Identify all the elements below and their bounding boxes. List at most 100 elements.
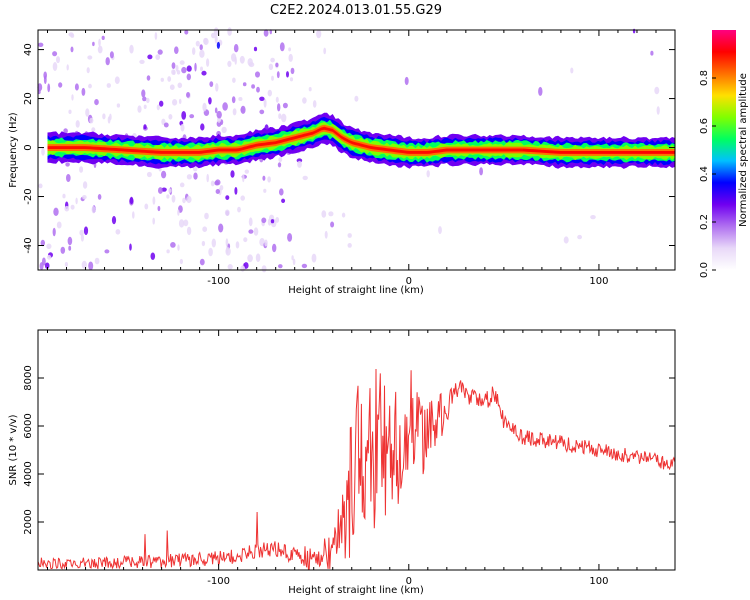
noise-speckle (157, 205, 161, 212)
spectrogram-frame (37, 29, 676, 271)
noise-speckle (259, 96, 265, 102)
noise-speckle (179, 258, 183, 265)
noise-speckle (166, 249, 170, 254)
noise-speckle (52, 51, 58, 57)
noise-speckle (286, 71, 289, 78)
noise-speckle (204, 212, 209, 220)
noise-speckle (479, 167, 483, 176)
noise-speckle (263, 98, 267, 108)
noise-speckle (65, 162, 70, 167)
noise-speckle (312, 100, 317, 108)
noise-speckle (82, 195, 87, 200)
noise-speckle (275, 96, 279, 103)
x-tick-label: 0 (406, 576, 412, 587)
noise-speckle (186, 174, 192, 180)
snr-axes: -100 0 100 2000 4000 6000 8000 (23, 330, 676, 587)
noise-speckle (58, 82, 63, 88)
noise-speckle (71, 94, 74, 101)
noise-speckle (263, 188, 267, 193)
noise-speckle (270, 57, 275, 63)
noise-speckle (218, 223, 224, 233)
noise-speckle (82, 181, 88, 189)
noise-speckle (152, 217, 155, 225)
noise-speckle (104, 249, 110, 254)
noise-speckle (277, 103, 281, 112)
noise-speckle (179, 182, 185, 188)
noise-speckle (202, 226, 208, 232)
noise-speckle (577, 234, 582, 240)
noise-speckle (111, 216, 117, 225)
noise-speckle (40, 239, 45, 247)
noise-speckle (137, 105, 142, 113)
noise-speckle (275, 217, 280, 223)
ridge-core (522, 148, 675, 154)
noise-speckle (64, 262, 68, 267)
noise-speckle (94, 99, 99, 106)
noise-speckle (91, 205, 96, 214)
noise-speckle (143, 104, 147, 110)
noise-speckle (114, 76, 120, 84)
y-tick-label: 2000 (23, 509, 34, 534)
noise-speckle (224, 209, 230, 216)
noise-speckle (182, 197, 186, 204)
noise-speckle (216, 110, 222, 119)
colorbar-tick-label: 0.8 (699, 70, 710, 86)
noise-speckle (291, 255, 294, 261)
noise-speckle (102, 113, 106, 120)
noise-speckle (215, 189, 220, 194)
noise-speckle (139, 59, 145, 64)
noise-speckle (222, 102, 228, 111)
noise-speckle (225, 247, 231, 256)
noise-speckle (270, 219, 275, 224)
x-tick-label: 100 (589, 276, 608, 287)
noise-speckle (278, 264, 283, 269)
noise-speckle (154, 32, 158, 40)
colorbar-tick-label: 0.4 (699, 166, 710, 182)
noise-speckle (74, 83, 79, 91)
noise-speckle (178, 98, 182, 105)
noise-speckle (199, 44, 203, 51)
noise-speckle (234, 187, 238, 195)
noise-speckle (404, 76, 409, 86)
noise-speckle (311, 253, 317, 263)
noise-speckle (166, 194, 170, 199)
ridge-band (47, 124, 675, 156)
noise-speckle (272, 243, 277, 253)
noise-speckle (172, 99, 178, 106)
noise-speckle (161, 170, 167, 179)
noise-speckle (80, 233, 84, 242)
noise-speckle (183, 219, 189, 227)
noise-speckle (66, 64, 69, 71)
noise-speckle (328, 211, 334, 217)
noise-speckle (168, 188, 172, 193)
noise-speckle (287, 233, 293, 242)
noise-speckle (146, 171, 152, 178)
noise-speckle (109, 113, 112, 121)
noise-speckle (282, 102, 288, 109)
noise-speckle (216, 41, 220, 49)
noise-speckle (89, 117, 94, 124)
noise-speckle (248, 217, 253, 227)
y-tick-label: 0 (23, 144, 34, 150)
noise-speckle (146, 97, 150, 103)
noise-speckle (56, 221, 62, 229)
noise-speckle (214, 107, 218, 114)
noise-speckle (201, 70, 207, 76)
colorbar-tick-label: 0.2 (699, 214, 710, 230)
noise-speckle (63, 128, 68, 134)
noise-speckle (301, 263, 308, 269)
noise-speckle (81, 87, 86, 96)
noise-speckle (53, 207, 59, 216)
noise-speckle (297, 160, 302, 168)
noise-speckle (632, 28, 636, 34)
noise-speckle (211, 32, 216, 39)
noise-speckle (98, 38, 101, 47)
noise-speckle (68, 109, 72, 115)
noise-speckle (41, 147, 45, 156)
noise-speckle (240, 265, 246, 272)
noise-speckle (199, 258, 205, 266)
noise-speckle (210, 180, 215, 187)
noise-speckle (242, 174, 245, 183)
noise-speckle (279, 42, 285, 52)
noise-speckle (97, 45, 103, 54)
